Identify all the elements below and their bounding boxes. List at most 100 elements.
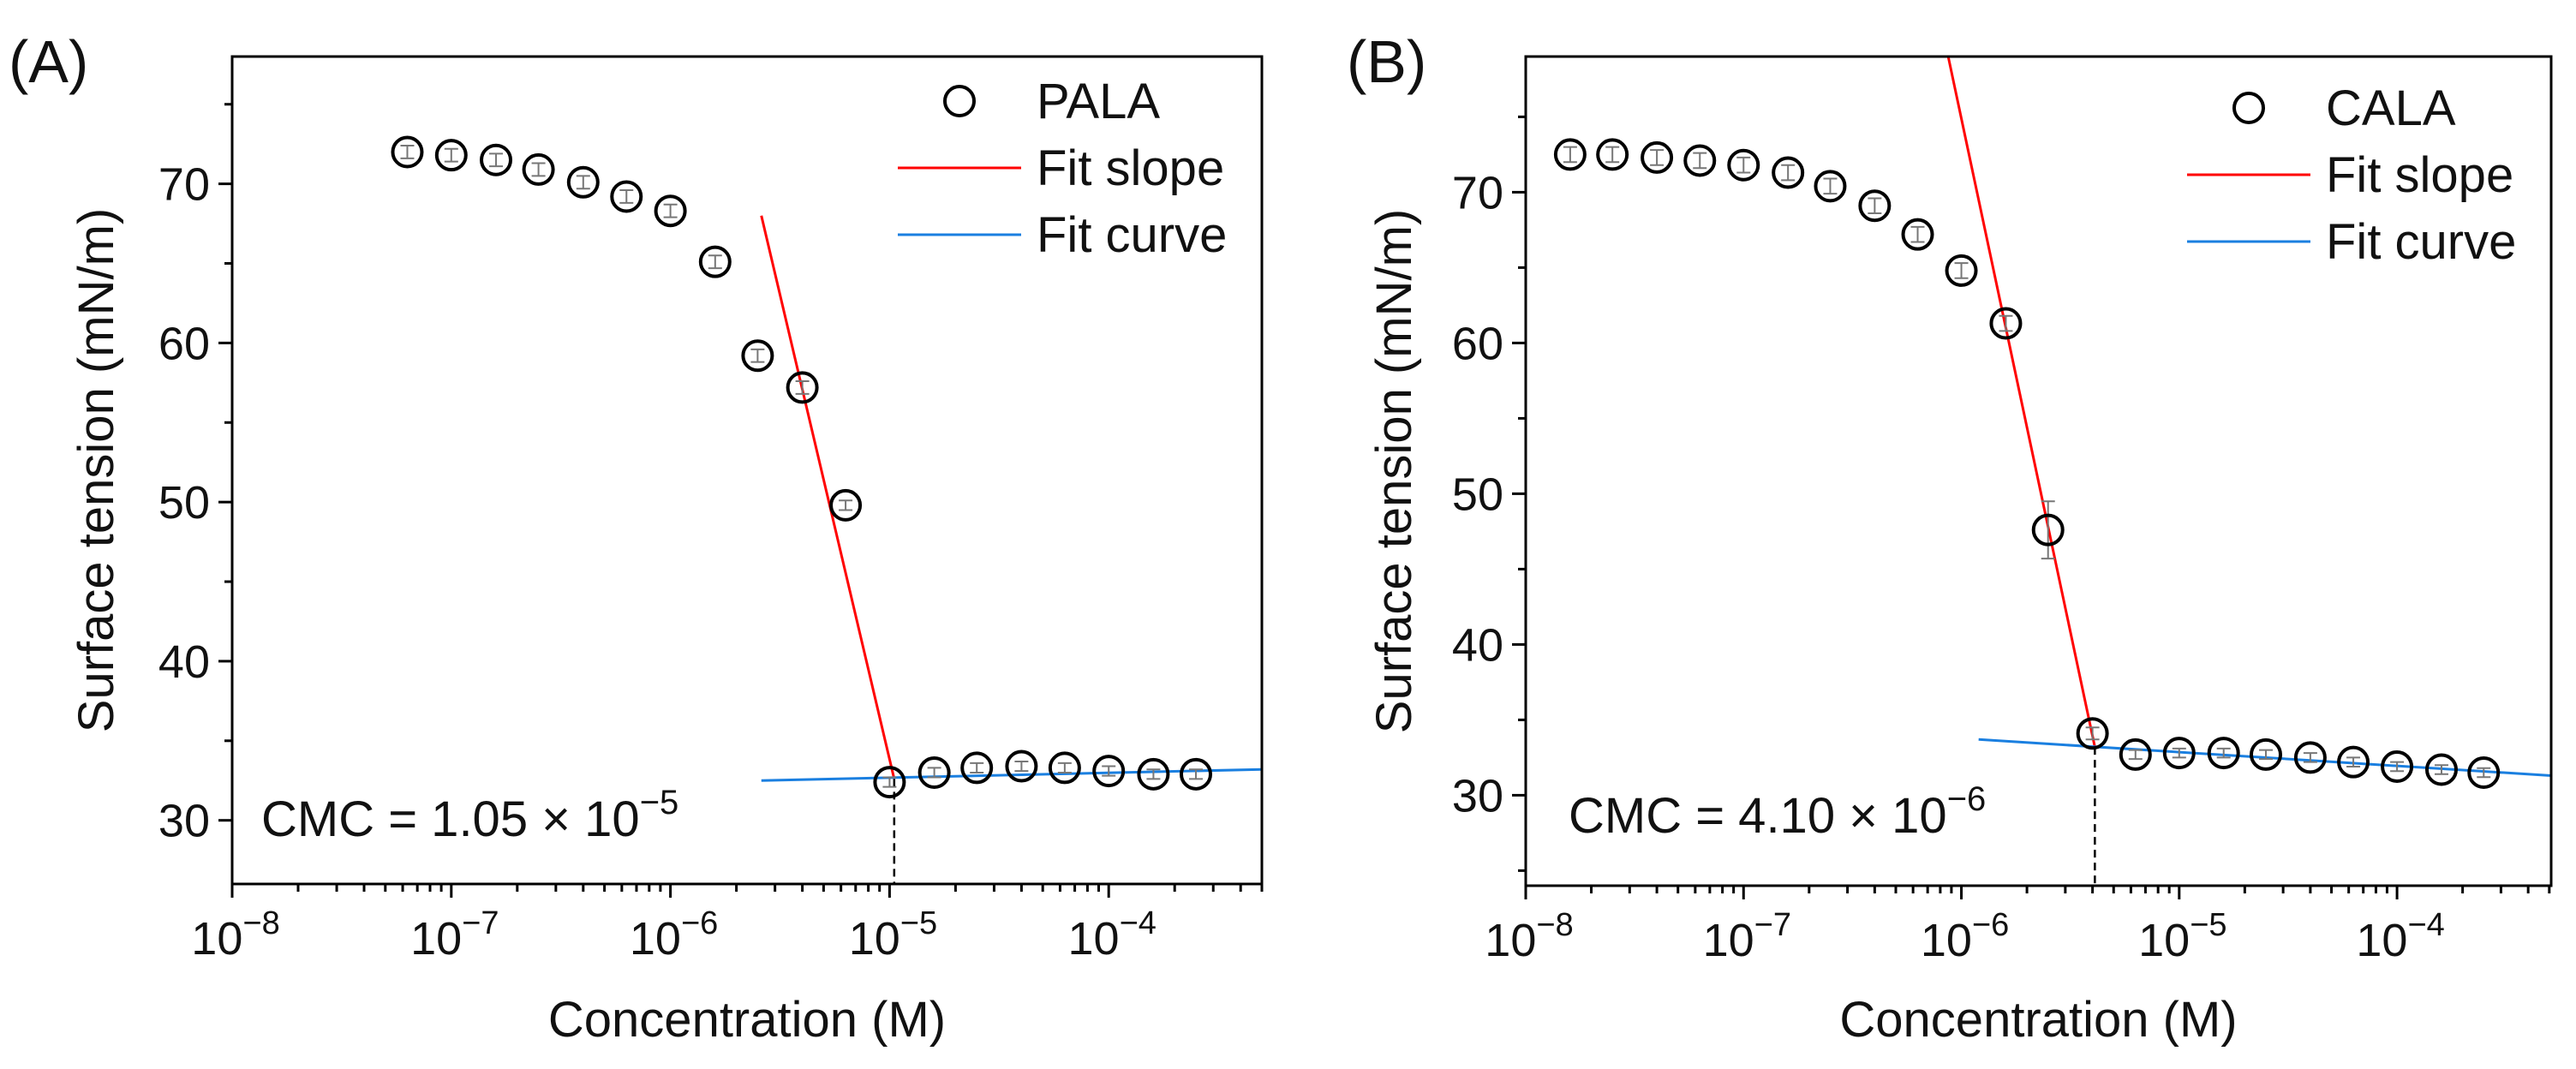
plot-frame — [1524, 55, 2553, 887]
data-point — [1005, 749, 1038, 783]
chart-a: (A)10−8 10−7 10−6 10−5 10−43040506070Concent… — [9, 28, 1264, 1048]
panel-label: (A) — [9, 28, 88, 95]
legend-label: Fit curve — [2326, 214, 2516, 270]
data-point — [741, 339, 774, 373]
fit-slope-line — [760, 215, 896, 779]
data-point — [2467, 756, 2501, 789]
plot-area — [1553, 57, 2551, 886]
x-tick-base: 10 — [1485, 915, 1536, 966]
data-point — [2162, 737, 2196, 770]
x-tick-label: 10−4 — [2356, 907, 2444, 966]
legend-label: CALA — [2326, 81, 2456, 136]
x-tick-base: 10 — [1921, 915, 1972, 966]
data-point — [1772, 156, 1805, 189]
x-tick-exponent: −4 — [1120, 905, 1157, 941]
data-point — [2031, 513, 2065, 546]
data-point — [2249, 738, 2282, 771]
cmc-exponent: −6 — [1947, 780, 1987, 818]
data-point — [829, 488, 863, 522]
data-point — [1683, 144, 1717, 177]
y-axis-title: Surface tension (mN/m) — [69, 208, 124, 732]
plot-area — [391, 135, 1262, 884]
data-point — [434, 139, 468, 172]
data-point — [391, 135, 424, 169]
data-point — [1945, 254, 1978, 287]
data-point — [698, 245, 732, 278]
cmc-text: CMC = 1.05 × 10 — [261, 791, 640, 847]
x-tick-label: 10−4 — [1067, 905, 1156, 964]
data-point — [2337, 745, 2370, 779]
data-point — [480, 143, 513, 176]
data-point — [786, 371, 819, 404]
x-tick-base: 10 — [410, 913, 462, 964]
chart-b: (B)10−8 10−7 10−6 10−5 10−43040506070Concent… — [1347, 28, 2553, 1048]
data-point — [1137, 757, 1170, 791]
x-tick-base: 10 — [191, 913, 242, 964]
data-point — [1989, 307, 2023, 340]
y-tick-label: 30 — [158, 796, 210, 847]
legend-label: Fit curve — [1037, 207, 1227, 263]
x-tick-exponent: −6 — [681, 905, 718, 941]
x-tick-exponent: −4 — [2407, 907, 2444, 943]
data-point — [2119, 738, 2152, 771]
x-tick-label: 10−7 — [1703, 907, 1791, 966]
data-point — [654, 194, 687, 228]
x-tick-exponent: −7 — [1754, 907, 1791, 943]
data-point — [1553, 138, 1587, 171]
legend-marker-circle — [2232, 92, 2265, 124]
data-point — [1858, 189, 1892, 223]
x-tick-base: 10 — [2356, 915, 2407, 966]
data-point — [2076, 717, 2109, 750]
x-tick-label: 10−6 — [630, 905, 718, 964]
x-tick-label: 10−7 — [410, 905, 499, 964]
legend-label: PALA — [1037, 74, 1160, 129]
data-point — [1092, 755, 1126, 788]
x-tick-label: 10−6 — [1921, 907, 2009, 966]
x-tick-label: 10−5 — [2138, 907, 2226, 966]
plot-frame — [230, 55, 1264, 886]
y-tick-label: 50 — [1452, 469, 1503, 520]
y-tick-label: 60 — [1452, 318, 1503, 369]
y-tick-label: 50 — [158, 477, 210, 529]
legend-label: Fit slope — [1037, 140, 1224, 196]
y-axis-title: Surface tension (mN/m) — [1366, 209, 1422, 733]
data-point — [2381, 749, 2414, 783]
data-point — [960, 751, 994, 785]
data-point — [2424, 753, 2458, 786]
data-point — [917, 755, 951, 789]
data-point — [1596, 138, 1629, 171]
cmc-annotation: CMC = 4.10 × 10−6 — [1569, 780, 1986, 844]
cmc-text: CMC = 4.10 × 10 — [1569, 788, 1947, 844]
data-point — [1641, 140, 1674, 174]
data-point — [2293, 741, 2327, 774]
x-tick-label: 10−8 — [191, 905, 279, 964]
data-point — [522, 152, 555, 186]
x-tick-exponent: −5 — [2190, 907, 2226, 943]
y-tick-label: 40 — [1452, 619, 1503, 671]
fit-slope-line — [1946, 57, 2096, 748]
cmc-annotation: CMC = 1.05 × 10−5 — [261, 784, 678, 847]
x-tick-label: 10−5 — [849, 905, 937, 964]
data-point — [1814, 170, 1847, 203]
x-tick-label: 10−8 — [1485, 907, 1573, 966]
y-tick-label: 60 — [158, 318, 210, 369]
x-tick-base: 10 — [1703, 915, 1754, 966]
data-point — [1901, 218, 1934, 251]
cmc-exponent: −5 — [640, 784, 679, 821]
data-point — [1048, 751, 1081, 785]
legend-marker-circle — [943, 85, 976, 117]
data-point — [566, 165, 600, 199]
x-tick-exponent: −8 — [242, 905, 279, 941]
x-tick-base: 10 — [630, 913, 681, 964]
x-tick-base: 10 — [2138, 915, 2190, 966]
data-point — [873, 766, 906, 799]
x-tick-exponent: −7 — [462, 905, 499, 941]
data-point — [1727, 148, 1760, 182]
data-point — [1179, 757, 1212, 791]
panel-label: (B) — [1347, 28, 1426, 95]
x-axis-title: Concentration (M) — [548, 992, 946, 1048]
x-tick-exponent: −5 — [900, 905, 937, 941]
x-tick-base: 10 — [1067, 913, 1119, 964]
x-tick-exponent: −8 — [1536, 907, 1573, 943]
